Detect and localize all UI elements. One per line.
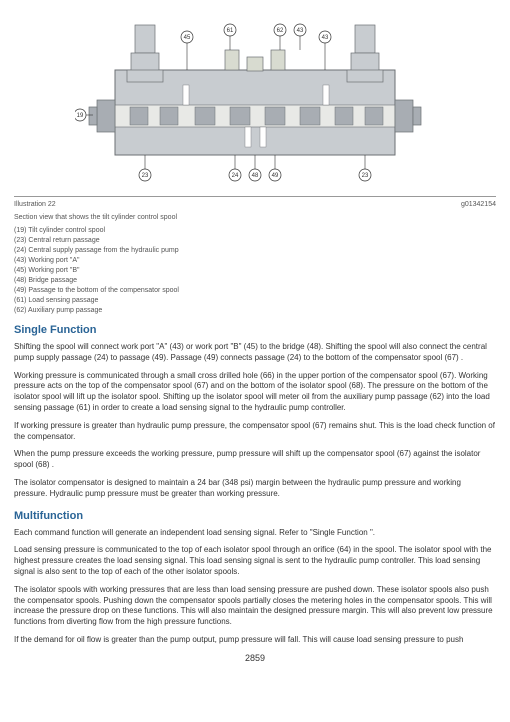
page-number: 2859 <box>14 653 496 663</box>
legend-item: (48) Bridge passage <box>14 277 496 284</box>
callout-19: 19 <box>77 113 84 119</box>
caption-divider <box>14 196 496 197</box>
callout-48: 48 <box>252 173 259 179</box>
illustration-number: Illustration 22 <box>14 201 56 208</box>
callout-43b: 43 <box>297 28 304 34</box>
paragraph: Each command function will generate an i… <box>14 528 496 539</box>
illustration-subcaption: Section view that shows the tilt cylinde… <box>14 214 496 221</box>
callout-61: 61 <box>227 28 234 34</box>
section-title-multi: Multifunction <box>14 510 496 522</box>
illustration-ref: g01342154 <box>461 201 496 208</box>
paragraph: When the pump pressure exceeds the worki… <box>14 449 496 471</box>
paragraph: Shifting the spool will connect work por… <box>14 342 496 364</box>
callout-49: 49 <box>272 173 279 179</box>
illustration-caption: Illustration 22 g01342154 <box>14 201 496 208</box>
legend-item: (19) Tilt cylinder control spool <box>14 227 496 234</box>
callout-43: 43 <box>322 35 329 41</box>
section-view-svg: 19 23 45 43 24 48 49 61 62 43 23 <box>75 15 435 185</box>
paragraph: Working pressure is communicated through… <box>14 371 496 414</box>
paragraph: If working pressure is greater than hydr… <box>14 421 496 443</box>
legend-item: (45) Working port "B" <box>14 267 496 274</box>
legend-item: (49) Passage to the bottom of the compen… <box>14 287 496 294</box>
paragraph: The isolator spools with working pressur… <box>14 585 496 628</box>
callout-45: 45 <box>184 35 191 41</box>
legend-item: (24) Central supply passage from the hyd… <box>14 247 496 254</box>
legend-item: (23) Central return passage <box>14 237 496 244</box>
legend-item: (43) Working port "A" <box>14 257 496 264</box>
paragraph: The isolator compensator is designed to … <box>14 478 496 500</box>
section-title-single: Single Function <box>14 324 496 336</box>
multifunction-body: Each command function will generate an i… <box>14 528 496 646</box>
callout-23: 23 <box>142 173 149 179</box>
callout-24: 24 <box>232 173 239 179</box>
legend-item: (61) Load sensing passage <box>14 297 496 304</box>
paragraph: Load sensing pressure is communicated to… <box>14 545 496 577</box>
paragraph: If the demand for oil flow is greater th… <box>14 635 496 646</box>
callout-23b: 23 <box>362 173 369 179</box>
legend-list: (19) Tilt cylinder control spool (23) Ce… <box>14 227 496 314</box>
diagram-container: 19 23 45 43 24 48 49 61 62 43 23 <box>14 10 496 190</box>
legend-item: (62) Auxiliary pump passage <box>14 307 496 314</box>
single-function-body: Shifting the spool will connect work por… <box>14 342 496 500</box>
callout-62: 62 <box>277 28 284 34</box>
